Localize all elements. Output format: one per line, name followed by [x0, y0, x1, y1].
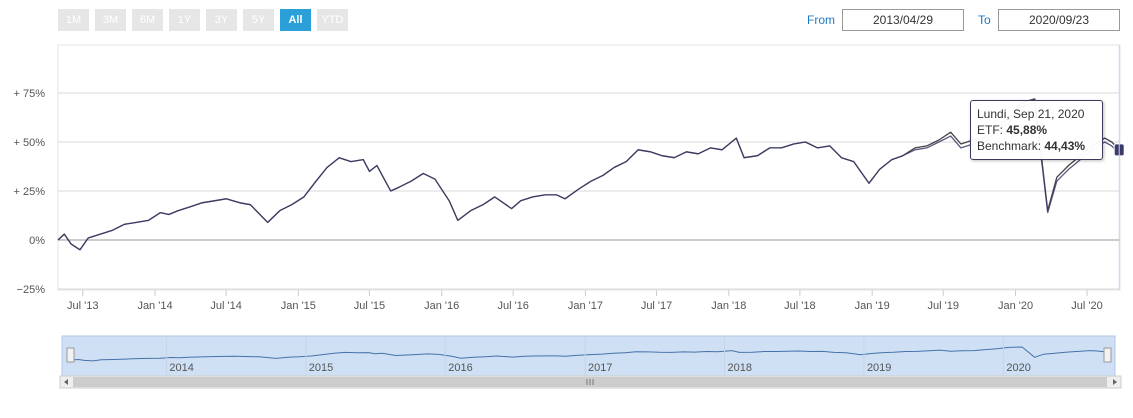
x-tick-label: Jan '16 [424, 300, 459, 312]
x-tick-label: Jan '19 [855, 300, 890, 312]
from-date-input[interactable] [842, 9, 964, 31]
navigator-year-label: 2015 [309, 362, 333, 374]
x-tick-label: Jan '20 [998, 300, 1033, 312]
y-tick-label: 0% [29, 235, 45, 247]
x-tick-label: Jul '14 [210, 300, 241, 312]
range-button-5y[interactable]: 5Y [243, 9, 274, 31]
scroll-right-arrow-icon[interactable] [1113, 379, 1117, 385]
series-line-benchmark [57, 102, 1120, 251]
navigator-year-label: 2014 [169, 362, 193, 374]
navigator-series [71, 346, 1105, 362]
y-tick-label: + 50% [14, 137, 46, 149]
tooltip-date: Lundi, Sep 21, 2020 [977, 107, 1085, 121]
chart-tooltip: Lundi, Sep 21, 2020 ETF: 45,88% Benchmar… [970, 100, 1103, 160]
navigator-year-label: 2016 [448, 362, 472, 374]
to-label: To [978, 13, 991, 27]
x-tick-label: Jan '18 [711, 300, 746, 312]
x-tick-label: Jul '16 [497, 300, 528, 312]
tooltip-benchmark-row: Benchmark: 44,43% [977, 138, 1096, 154]
to-date-input[interactable] [998, 9, 1120, 31]
navigator-year-label: 2018 [728, 362, 752, 374]
x-tick-label: Jul '15 [354, 300, 385, 312]
from-label: From [807, 13, 835, 27]
y-tick-label: −25% [17, 284, 46, 296]
range-button-3m[interactable]: 3M [95, 9, 126, 31]
navigator-left-handle[interactable] [66, 347, 75, 363]
y-tick-label: + 75% [14, 88, 46, 100]
range-button-3y[interactable]: 3Y [206, 9, 237, 31]
x-tick-label: Jul '19 [928, 300, 959, 312]
range-button-1m[interactable]: 1M [58, 9, 89, 31]
scroll-left-arrow-icon[interactable] [64, 379, 68, 385]
x-tick-label: Jan '14 [137, 300, 172, 312]
tooltip-benchmark-label: Benchmark: [977, 139, 1042, 153]
x-tick-label: Jul '18 [784, 300, 815, 312]
range-button-all[interactable]: All [280, 9, 311, 31]
tooltip-etf-row: ETF: 45,88% [977, 122, 1096, 138]
range-button-ytd[interactable]: YTD [317, 9, 348, 31]
scrollbar-grip-icon [586, 379, 594, 385]
range-button-6m[interactable]: 6M [132, 9, 163, 31]
range-button-1y[interactable]: 1Y [169, 9, 200, 31]
x-tick-label: Jan '17 [568, 300, 603, 312]
navigator-year-label: 2020 [1006, 362, 1030, 374]
x-tick-label: Jul '13 [67, 300, 98, 312]
tooltip-etf-value: 45,88% [1006, 123, 1048, 137]
y-tick-label: + 25% [14, 186, 46, 198]
navigator-right-handle[interactable] [1103, 347, 1112, 363]
tooltip-etf-label: ETF: [977, 123, 1003, 137]
plot-area [57, 44, 1121, 291]
navigator-year-label: 2019 [867, 362, 891, 374]
tooltip-benchmark-value: 44,43% [1044, 139, 1086, 153]
navigator-year-label: 2017 [588, 362, 612, 374]
x-tick-label: Jul '17 [641, 300, 672, 312]
x-tick-label: Jul '20 [1071, 300, 1102, 312]
x-tick-label: Jan '15 [281, 300, 316, 312]
